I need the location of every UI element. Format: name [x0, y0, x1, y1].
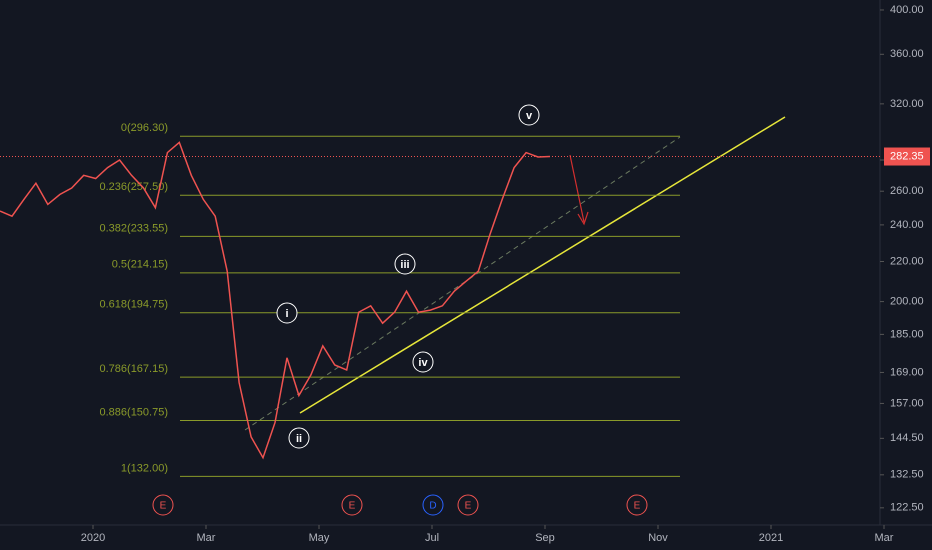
event-label: D — [429, 501, 436, 512]
wave-label: iii — [400, 259, 409, 271]
last-price-box — [884, 147, 930, 166]
wave-marker — [412, 351, 434, 373]
y-tick-label: 200.00 — [890, 295, 924, 307]
last-price-label: 282.35 — [890, 150, 924, 162]
y-tick-label: 157.00 — [890, 397, 924, 409]
y-tick-label: 122.50 — [890, 502, 924, 514]
x-tick-label: Mar — [197, 532, 216, 544]
y-tick-label: 144.50 — [890, 432, 924, 444]
event-label: E — [160, 501, 167, 512]
y-tick-label: 400.00 — [890, 4, 924, 16]
fib-label: 0.886(150.75) — [100, 406, 169, 418]
wave-label: ii — [296, 433, 302, 445]
y-tick-label: 360.00 — [890, 48, 924, 60]
event-badge — [422, 494, 444, 516]
fib-label: 0.5(214.15) — [112, 259, 168, 271]
arrow — [569, 154, 585, 223]
y-tick-label: 260.00 — [890, 185, 924, 197]
y-tick-label: 240.00 — [890, 219, 924, 231]
event-label: E — [634, 501, 641, 512]
x-tick-label: 2020 — [81, 532, 105, 544]
wave-marker — [288, 427, 310, 449]
x-tick-label: Jul — [425, 532, 439, 544]
event-label: E — [465, 501, 472, 512]
event-badge — [341, 494, 363, 516]
x-tick-label: Nov — [648, 532, 668, 544]
event-badge — [626, 494, 648, 516]
y-tick-label: 169.00 — [890, 366, 924, 378]
x-tick-label: 2021 — [759, 532, 783, 544]
arrow-head — [577, 211, 589, 226]
fib-label: 0.382(233.55) — [100, 222, 169, 234]
x-tick-label: Mar — [875, 532, 894, 544]
y-tick-label: 132.50 — [890, 469, 924, 481]
event-badge — [457, 494, 479, 516]
price-line — [0, 141, 551, 460]
fib-label: 1(132.00) — [121, 462, 168, 474]
fib-label: 0.236(257.50) — [100, 181, 169, 193]
x-tick-label: Sep — [535, 532, 555, 544]
wave-marker — [276, 302, 298, 324]
event-label: E — [349, 501, 356, 512]
fib-label: 0.618(194.75) — [100, 299, 169, 311]
y-tick-label: 185.00 — [890, 328, 924, 340]
fib-label: 0(296.30) — [121, 122, 168, 134]
event-badge — [152, 494, 174, 516]
y-tick-label: 320.00 — [890, 98, 924, 110]
fib-label: 0.786(167.15) — [100, 363, 169, 375]
x-tick-label: May — [309, 532, 330, 544]
wave-label: v — [526, 110, 533, 122]
wave-label: i — [285, 308, 288, 320]
trend-line — [299, 116, 786, 414]
wave-marker — [394, 253, 416, 275]
y-tick-label: 220.00 — [890, 255, 924, 267]
wave-marker — [518, 104, 540, 126]
wave-label: iv — [418, 357, 428, 369]
